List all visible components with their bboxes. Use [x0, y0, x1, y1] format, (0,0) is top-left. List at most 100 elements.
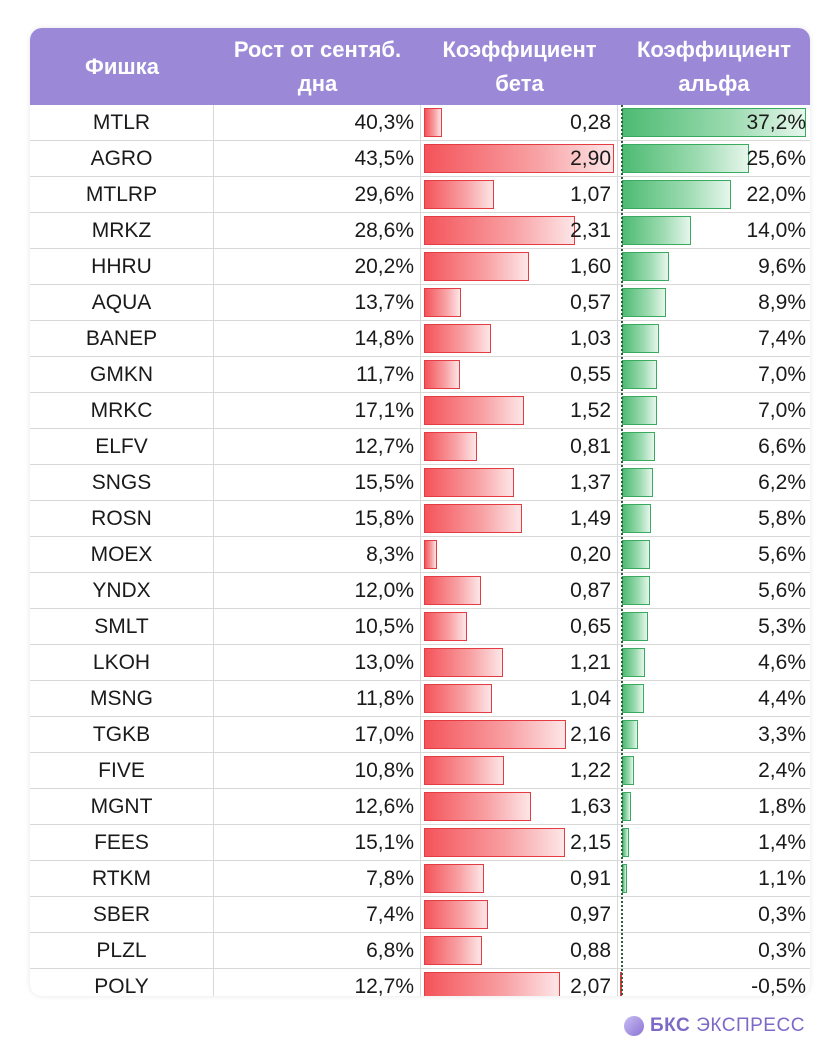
alpha-cell: 1,1%	[618, 861, 810, 896]
beta-bar	[424, 864, 484, 893]
alpha-zero-axis	[621, 105, 623, 995]
header-alpha: Коэффициент альфа	[618, 28, 810, 105]
beta-cell-value: 0,87	[570, 579, 611, 602]
beta-cell: 1,07	[421, 177, 618, 212]
beta-cell-value: 1,21	[570, 651, 611, 674]
alpha-cell: 4,4%	[618, 681, 810, 716]
growth-cell-value: 15,8%	[354, 507, 414, 530]
alpha-cell-value: 1,4%	[758, 831, 806, 854]
ticker-cell: BANEP	[30, 321, 214, 356]
beta-bar	[424, 504, 522, 533]
growth-cell-value: 12,7%	[354, 975, 414, 996]
ticker-cell: HHRU	[30, 249, 214, 284]
brand-name-bold: БКС	[650, 1015, 691, 1036]
ticker-cell: FEES	[30, 825, 214, 860]
growth-cell-value: 14,8%	[354, 327, 414, 350]
ticker-cell: PLZL	[30, 933, 214, 968]
beta-cell-value: 1,63	[570, 795, 611, 818]
beta-bar	[424, 468, 514, 497]
ticker-cell: SNGS	[30, 465, 214, 500]
beta-cell-value: 0,55	[570, 363, 611, 386]
brand-logo: БКС ЭКСПРЕСС	[624, 1013, 805, 1039]
growth-cell-value: 40,3%	[354, 111, 414, 134]
table-row: MGNT 12,6% 1,63 1,8%	[30, 789, 810, 825]
growth-cell: 11,7%	[214, 357, 421, 392]
table-row: BANEP 14,8% 1,03 7,4%	[30, 321, 810, 357]
beta-cell-value: 1,60	[570, 255, 611, 278]
bks-logo-icon	[624, 1016, 644, 1036]
ticker-cell-value: POLY	[94, 975, 149, 996]
table-row: MTLR 40,3% 0,28 37,2%	[30, 105, 810, 141]
alpha-cell: 7,4%	[618, 321, 810, 356]
ticker-cell-value: YNDX	[92, 579, 151, 602]
ticker-cell-value: ROSN	[91, 507, 152, 530]
ticker-cell: MOEX	[30, 537, 214, 572]
alpha-cell-value: 6,2%	[758, 471, 806, 494]
beta-cell: 0,91	[421, 861, 618, 896]
growth-cell: 10,5%	[214, 609, 421, 644]
beta-bar	[424, 720, 566, 749]
header-ticker: Фишка	[30, 28, 214, 105]
beta-bar	[424, 108, 443, 137]
alpha-cell: 1,8%	[618, 789, 810, 824]
beta-bar	[424, 144, 614, 173]
alpha-cell-value: 4,6%	[758, 651, 806, 674]
growth-cell-value: 43,5%	[354, 147, 414, 170]
alpha-cell-value: 5,6%	[758, 579, 806, 602]
beta-cell: 0,97	[421, 897, 618, 932]
table-row: SBER 7,4% 0,97 0,3%	[30, 897, 810, 933]
table-row: GMKN 11,7% 0,55 7,0%	[30, 357, 810, 393]
growth-cell: 17,1%	[214, 393, 421, 428]
header-ticker-label: Фишка	[85, 53, 159, 79]
growth-cell: 8,3%	[214, 537, 421, 572]
alpha-bar	[622, 144, 749, 173]
alpha-cell-value: 4,4%	[758, 687, 806, 710]
beta-bar	[424, 252, 529, 281]
ticker-cell-value: AQUA	[91, 291, 152, 314]
beta-cell-value: 1,04	[570, 687, 611, 710]
beta-cell-value: 1,37	[570, 471, 611, 494]
ticker-cell: TGKB	[30, 717, 214, 752]
alpha-bar	[622, 540, 650, 569]
table-row: FEES 15,1% 2,15 1,4%	[30, 825, 810, 861]
ticker-cell-value: MRKZ	[91, 219, 152, 242]
table-row: MTLRP 29,6% 1,07 22,0%	[30, 177, 810, 213]
ticker-cell-value: AGRO	[90, 147, 153, 170]
alpha-cell-value: 14,0%	[746, 219, 806, 242]
ticker-cell: YNDX	[30, 573, 214, 608]
beta-bar	[424, 288, 462, 317]
beta-cell: 0,65	[421, 609, 618, 644]
growth-cell: 10,8%	[214, 753, 421, 788]
ticker-cell: MRKZ	[30, 213, 214, 248]
ticker-cell-value: MRKC	[90, 399, 153, 422]
growth-cell: 12,7%	[214, 969, 421, 996]
data-table: Фишка Рост от сентяб. дна Коэффициент бе…	[30, 28, 810, 996]
beta-bar	[424, 900, 488, 929]
ticker-cell: SBER	[30, 897, 214, 932]
growth-cell-value: 13,7%	[354, 291, 414, 314]
beta-cell-value: 1,03	[570, 327, 611, 350]
ticker-cell: SMLT	[30, 609, 214, 644]
ticker-cell: POLY	[30, 969, 214, 996]
beta-cell-value: 0,57	[570, 291, 611, 314]
ticker-cell-value: GMKN	[90, 363, 153, 386]
beta-cell-value: 1,22	[570, 759, 611, 782]
ticker-cell-value: MTLR	[92, 111, 151, 134]
beta-cell-value: 0,91	[570, 867, 611, 890]
ticker-cell-value: MSNG	[90, 687, 153, 710]
beta-cell-value: 0,20	[570, 543, 611, 566]
beta-cell: 2,31	[421, 213, 618, 248]
alpha-cell: 37,2%	[618, 105, 810, 140]
growth-cell: 12,0%	[214, 573, 421, 608]
table-row: SNGS 15,5% 1,37 6,2%	[30, 465, 810, 501]
alpha-cell-value: 7,4%	[758, 327, 806, 350]
table-row: RTKM 7,8% 0,91 1,1%	[30, 861, 810, 897]
table-row: MOEX 8,3% 0,20 5,6%	[30, 537, 810, 573]
beta-cell-value: 2,90	[570, 147, 611, 170]
beta-cell: 2,16	[421, 717, 618, 752]
beta-bar	[424, 180, 495, 209]
table-row: MRKC 17,1% 1,52 7,0%	[30, 393, 810, 429]
alpha-cell-value: 1,8%	[758, 795, 806, 818]
alpha-cell-value: 5,3%	[758, 615, 806, 638]
alpha-cell-value: 6,6%	[758, 435, 806, 458]
